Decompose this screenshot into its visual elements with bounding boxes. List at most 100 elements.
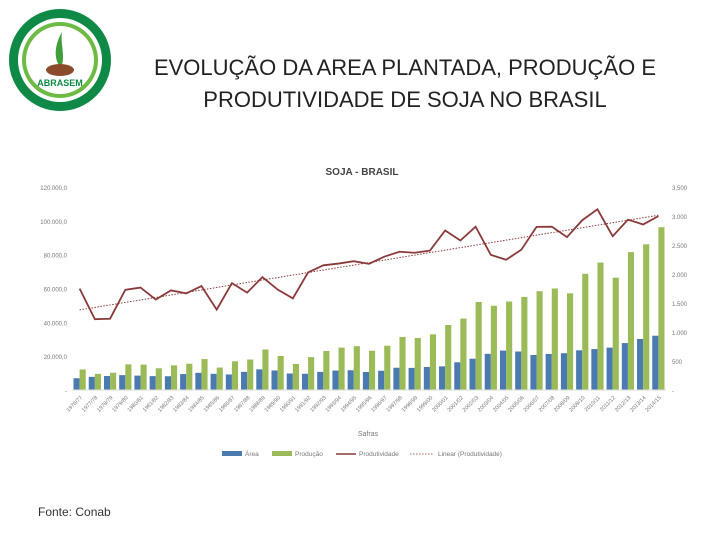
bar-producao [551, 288, 558, 390]
legend-swatch-producao [272, 451, 292, 456]
svg-text:ABRASEM: ABRASEM [37, 78, 83, 88]
bar-area [530, 355, 537, 390]
bar-area [195, 372, 202, 390]
bar-area [439, 366, 446, 390]
bar-area [210, 373, 217, 390]
legend-label-area: Área [245, 449, 259, 458]
bar-area [378, 370, 385, 390]
bar-producao [658, 227, 665, 390]
bar-producao [79, 369, 86, 390]
bar-area [454, 362, 461, 390]
slide-title-line1: EVOLUÇÃO DA AREA PLANTADA, PRODUÇÃO E [153, 55, 657, 80]
left-axis-tick: 120.000,0 [40, 186, 67, 192]
source-note: Fonte: Conab [38, 505, 111, 519]
x-tick-label: 2010/11 [584, 395, 602, 413]
bar-area [256, 369, 263, 390]
bar-producao [582, 273, 589, 390]
bar-producao [399, 336, 406, 390]
bar-producao [94, 373, 101, 390]
left-axis-tick: 40.000,0 [44, 321, 68, 327]
bar-area [560, 353, 567, 390]
left-axis-tick: - [65, 389, 67, 395]
bar-producao [231, 361, 239, 390]
bar-producao [429, 334, 437, 390]
bar-producao [627, 252, 635, 390]
bar-area [164, 376, 171, 390]
bar-area [423, 366, 430, 390]
bar-area [515, 351, 522, 390]
bar-producao [536, 291, 543, 390]
bar-producao [414, 337, 421, 390]
abrasem-logo: ABRASEM [9, 9, 111, 111]
bar-area [225, 374, 232, 390]
bar-area [347, 370, 354, 390]
bar-area [134, 375, 141, 390]
left-axis-tick: 80.000,0 [44, 254, 68, 260]
bar-area [484, 353, 491, 390]
bar-producao [171, 365, 178, 390]
bar-producao [125, 364, 132, 390]
bar-area [469, 358, 476, 390]
bar-producao [247, 359, 254, 390]
bar-area [408, 367, 415, 390]
bar-area [149, 376, 156, 390]
bar-producao [369, 350, 376, 390]
bar-area [591, 349, 598, 390]
bar-producao [643, 244, 650, 390]
bar-producao [445, 324, 452, 390]
bar-area [180, 374, 187, 390]
bar-area [499, 350, 507, 390]
bar-area [621, 343, 628, 390]
right-axis-tick: - [672, 389, 674, 395]
bar-area [637, 338, 644, 390]
bar-producao [140, 364, 147, 390]
bar-area [286, 373, 293, 390]
bar-area [393, 367, 400, 390]
bar-area [88, 376, 95, 390]
right-axis-tick: 3.000 [672, 215, 688, 221]
bar-producao [338, 347, 345, 390]
bar-producao [506, 301, 513, 390]
bar-producao [612, 277, 619, 390]
right-axis-tick: 3.500 [672, 186, 688, 192]
legend-label-producao: Produção [295, 451, 323, 458]
right-axis-tick: 1.500 [672, 302, 688, 308]
x-tick-label: 2014/15 [644, 395, 662, 413]
bar-area [301, 373, 309, 390]
right-axis-tick: 500 [672, 360, 683, 366]
bar-producao [475, 302, 482, 390]
bar-producao [353, 346, 360, 390]
bar-area [332, 370, 339, 390]
bar-area [73, 378, 80, 390]
left-axis-tick: 60.000,0 [44, 288, 68, 294]
bar-area [241, 371, 248, 390]
right-axis-tick: 2.500 [672, 244, 688, 250]
bar-area [606, 347, 613, 390]
left-axis-tick: 20.000,0 [44, 355, 68, 361]
slide-title-line2: PRODUTIVIDADE DE SOJA NO BRASIL [203, 87, 607, 112]
right-axis-tick: 2.000 [672, 273, 688, 279]
bar-area [103, 376, 111, 390]
bar-producao [597, 262, 604, 390]
bar-producao [216, 367, 223, 390]
bar-area [271, 370, 278, 390]
bar-area [362, 371, 369, 390]
bar-producao [567, 293, 574, 390]
bar-producao [155, 368, 162, 390]
legend-swatch-area [222, 451, 242, 456]
bar-producao [277, 355, 284, 390]
bar-producao [308, 357, 315, 390]
legend-label-produtividade: Produtividade [359, 451, 399, 458]
bar-area [317, 371, 324, 390]
right-axis-tick: 1.000 [672, 331, 688, 337]
bar-producao [110, 372, 117, 390]
bar-producao [292, 363, 299, 390]
bar-area [652, 335, 659, 390]
bar-producao [460, 318, 467, 390]
bar-producao [323, 351, 330, 390]
bar-producao [521, 296, 528, 390]
chart-title: SOJA - BRASIL [326, 167, 399, 178]
legend-label-linear: Linear (Produtividade) [438, 451, 502, 458]
left-axis-tick: 100.000,0 [40, 220, 67, 226]
bar-producao [490, 305, 497, 390]
